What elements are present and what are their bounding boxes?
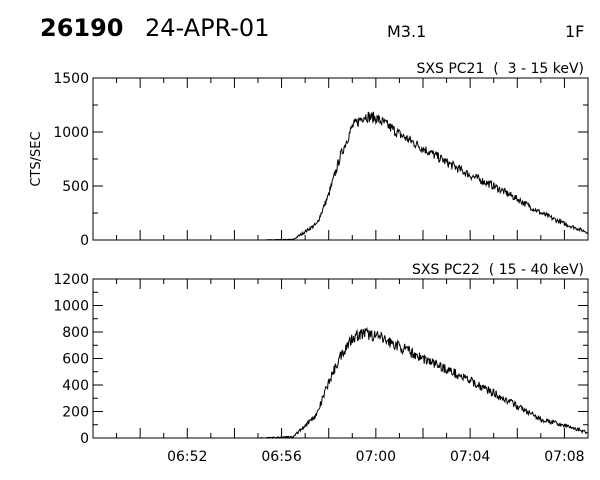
y-tick-label: 1200 <box>53 272 89 288</box>
y-tick-label: 800 <box>62 325 89 341</box>
y-tick-label: 500 <box>62 179 89 195</box>
panel-title-2: SXS PC22 ( 15 - 40 keV) <box>412 262 584 278</box>
y-tick-label: 200 <box>62 405 89 421</box>
x-tick-label: 07:04 <box>450 449 490 465</box>
y-axis-label: CTS/SEC <box>29 131 44 186</box>
y-tick-label: 600 <box>62 352 89 368</box>
x-tick-label: 06:52 <box>167 449 207 465</box>
event-id: 26190 <box>40 14 124 42</box>
x-tick-label: 07:08 <box>544 449 584 465</box>
plot-frame-1 <box>92 77 589 241</box>
optical-class: 1F <box>565 22 585 41</box>
series-line-2 <box>116 326 589 439</box>
y-tick-label: 0 <box>80 233 89 249</box>
y-tick-label: 400 <box>62 378 89 394</box>
goes-class: M3.1 <box>387 22 427 41</box>
y-tick-label: 1500 <box>53 71 89 87</box>
y-tick-label: 1000 <box>53 299 89 315</box>
y-tick-label: 1000 <box>53 125 89 141</box>
y-tick-label: 0 <box>80 431 89 447</box>
x-tick-label: 06:56 <box>261 449 301 465</box>
series-line-1 <box>116 111 589 241</box>
panel-title-1: SXS PC21 ( 3 - 15 keV) <box>417 61 585 77</box>
event-date: 24-APR-01 <box>145 14 270 42</box>
x-tick-label: 07:00 <box>356 449 396 465</box>
